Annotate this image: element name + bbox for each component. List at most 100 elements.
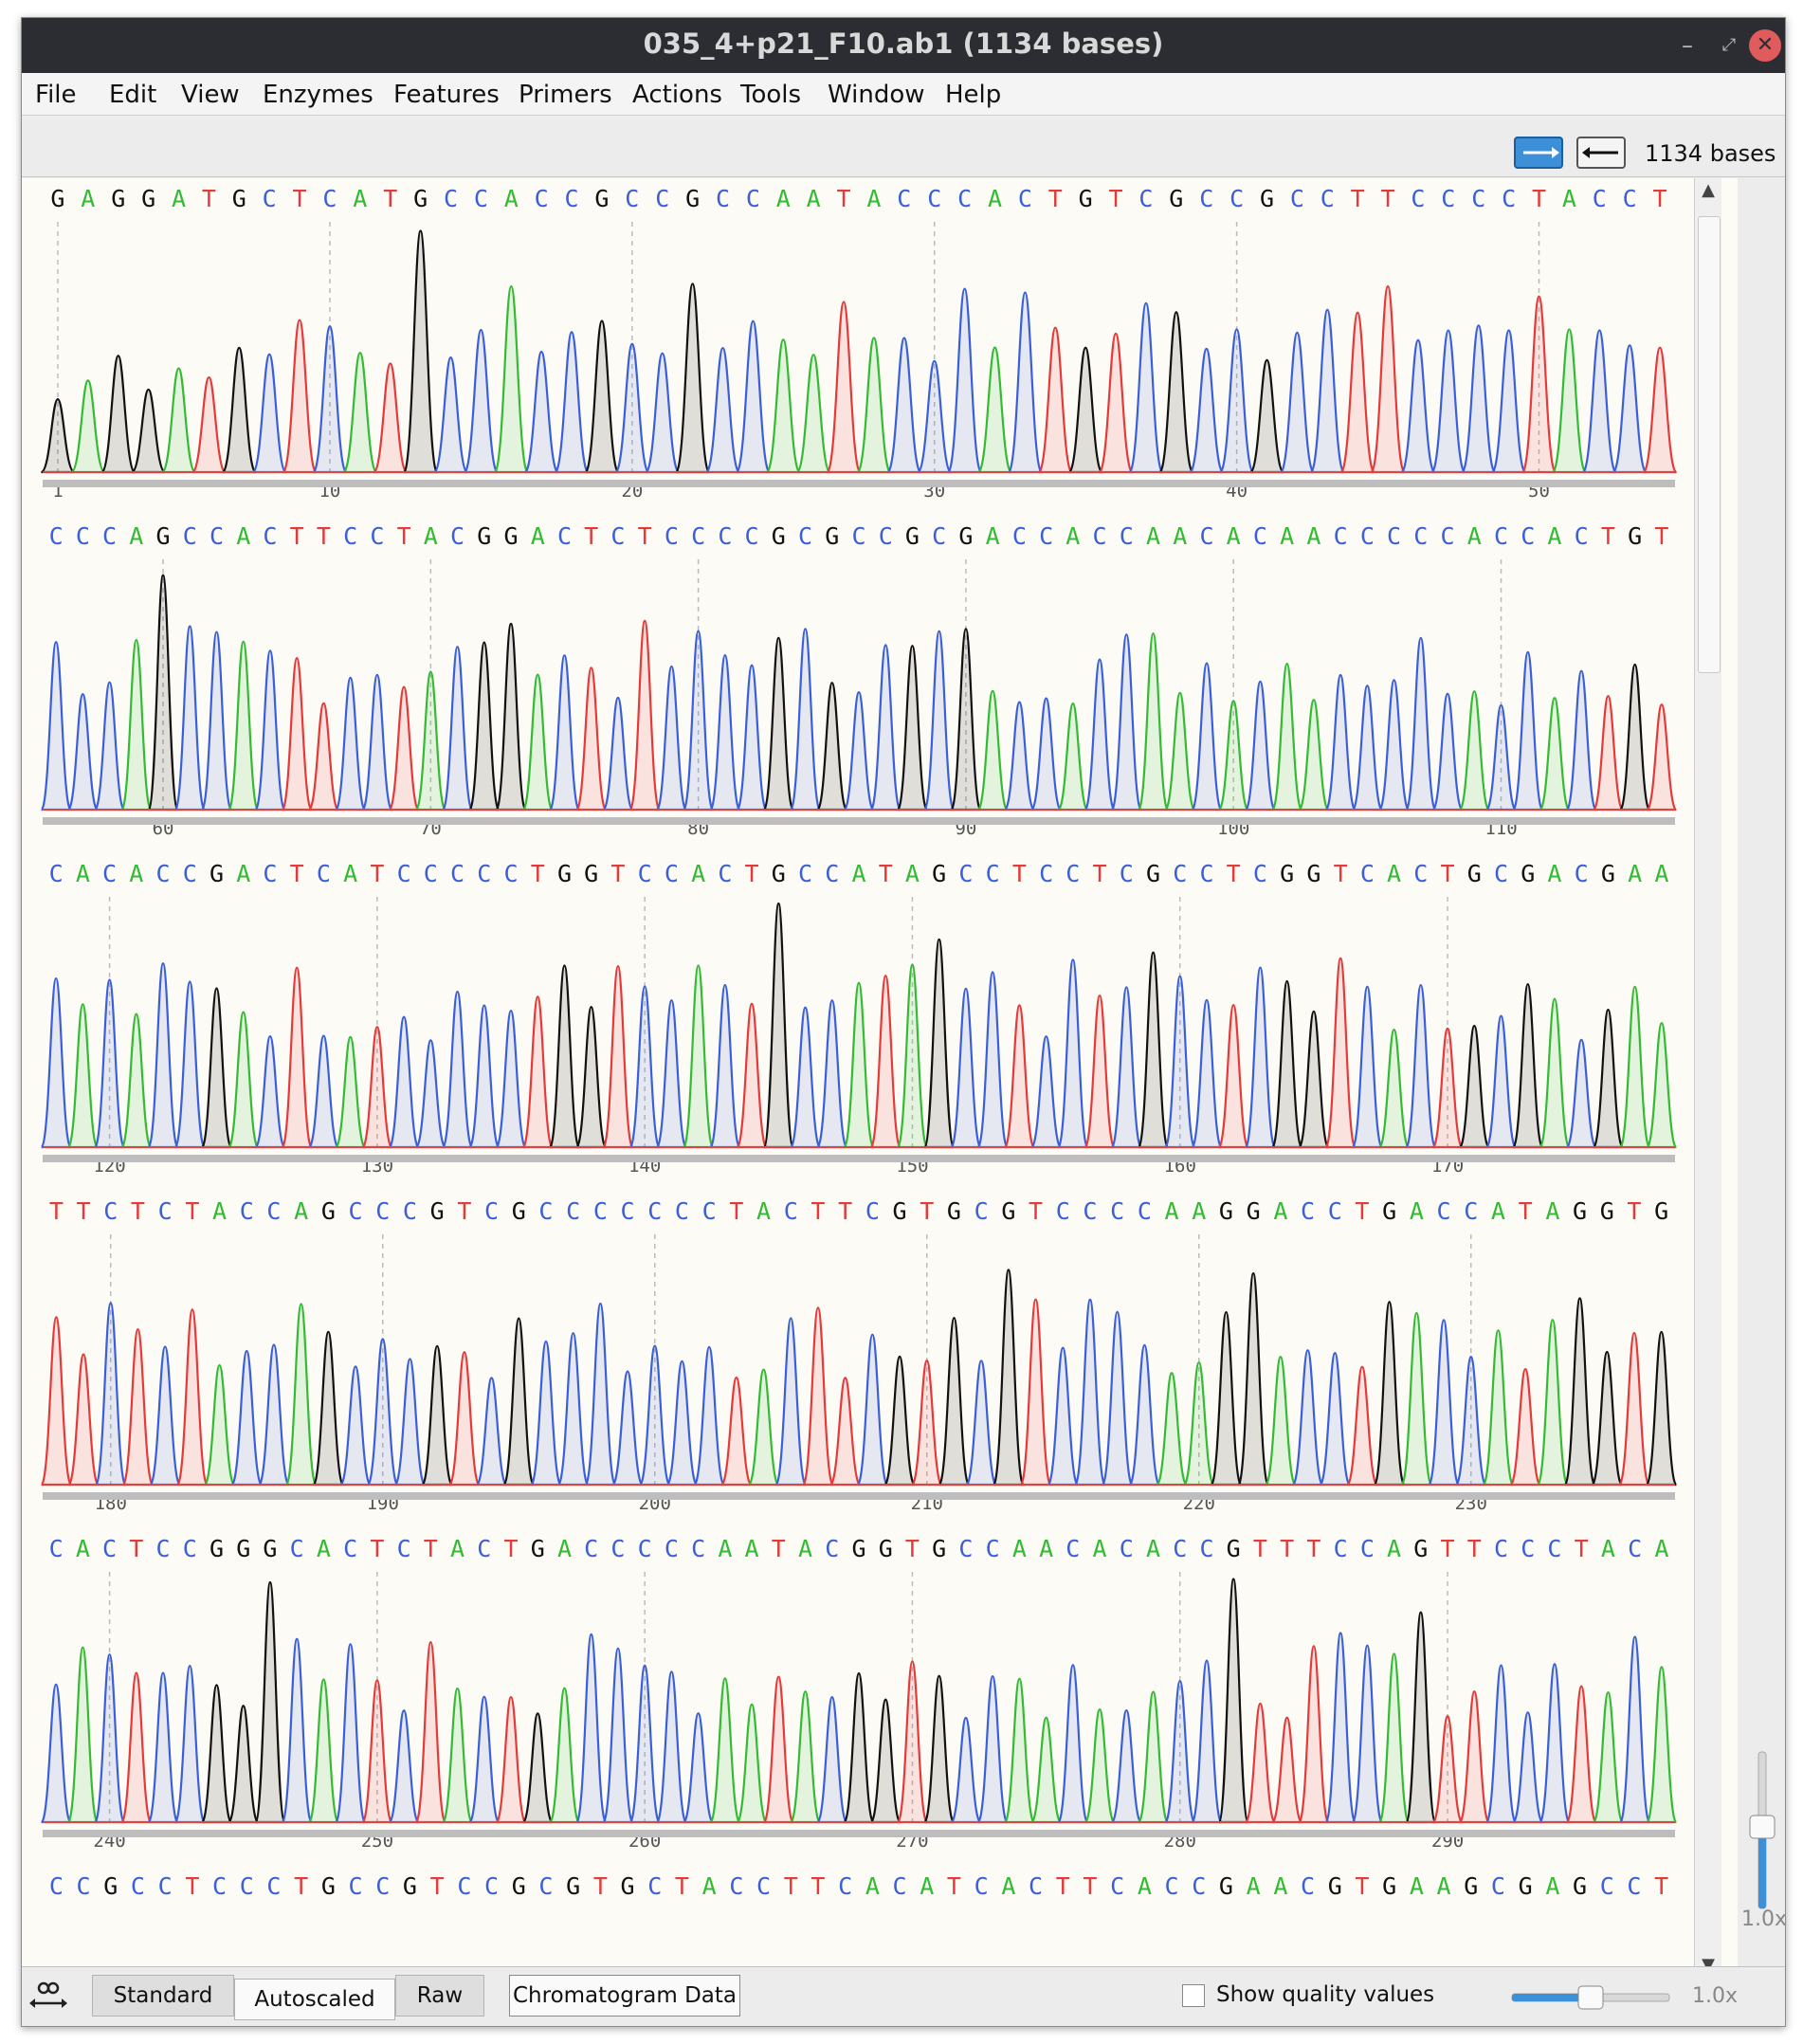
- vertical-zoom-slider[interactable]: [1738, 178, 1785, 1980]
- peak-trace: [342, 352, 378, 474]
- base-call: T: [185, 1872, 199, 1900]
- peak-trace: [614, 342, 650, 474]
- base-call: G: [430, 1197, 445, 1225]
- peak-trace: [917, 359, 953, 474]
- base-call: T: [1048, 185, 1063, 212]
- peak-trace: [665, 1360, 699, 1487]
- row-overview-bar: [43, 817, 1675, 825]
- peak-trace: [655, 665, 687, 812]
- peak-trace: [1324, 1632, 1357, 1824]
- base-call: C: [593, 1197, 608, 1225]
- peak-trace: [1351, 985, 1383, 1149]
- peak-trace: [1351, 684, 1383, 812]
- peak-trace: [495, 622, 527, 812]
- peak-trace: [200, 630, 233, 812]
- peak-trace: [1098, 332, 1134, 474]
- base-call: C: [798, 860, 812, 887]
- peak-trace: [468, 1695, 501, 1824]
- base-call: A: [1467, 522, 1482, 550]
- base-call: A: [745, 1535, 759, 1562]
- peak-trace: [976, 346, 1013, 474]
- vertical-scrollbar[interactable]: ▲ ▼: [1694, 178, 1721, 1980]
- menu-enzymes[interactable]: Enzymes: [263, 81, 373, 109]
- minimize-icon[interactable]: –: [1682, 32, 1693, 59]
- menu-actions[interactable]: Actions: [632, 81, 722, 109]
- menu-window[interactable]: Window: [828, 81, 925, 109]
- scrollbar-thumb[interactable]: [1698, 216, 1721, 673]
- menu-file[interactable]: File: [35, 81, 77, 109]
- peak-trace: [521, 673, 554, 812]
- base-call: G: [1413, 1535, 1428, 1562]
- base-call: A: [1273, 1872, 1287, 1900]
- link-arrows-icon[interactable]: [29, 1975, 67, 2017]
- tab-standard[interactable]: Standard: [92, 1975, 234, 2017]
- base-call: G: [111, 185, 125, 212]
- peak-trace: [896, 1660, 929, 1824]
- base-call: C: [1575, 522, 1589, 550]
- chromatogram-data-button[interactable]: Chromatogram Data: [509, 1975, 740, 2017]
- base-call: C: [1301, 1872, 1315, 1900]
- close-icon[interactable]: ✕: [1749, 29, 1781, 62]
- base-call: G: [1654, 1197, 1668, 1225]
- peak-trace: [307, 702, 340, 812]
- forward-strand-button[interactable]: [1514, 137, 1563, 169]
- base-call: C: [691, 1535, 705, 1562]
- peak-trace: [910, 1360, 943, 1487]
- base-call: C: [484, 1872, 499, 1900]
- peak-trace: [339, 1365, 372, 1487]
- peak-trace: [335, 1643, 367, 1824]
- peak-trace: [432, 356, 469, 474]
- base-call: C: [77, 1872, 91, 1900]
- menu-primers[interactable]: Primers: [519, 81, 612, 109]
- menu-edit[interactable]: Edit: [109, 81, 157, 109]
- base-call: C: [621, 1197, 635, 1225]
- base-call: G: [584, 860, 598, 887]
- scroll-up-icon[interactable]: ▲: [1702, 180, 1715, 200]
- base-call: G: [905, 522, 920, 550]
- base-call: C: [1253, 522, 1267, 550]
- base-call: C: [957, 185, 972, 212]
- base-call: C: [1120, 522, 1134, 550]
- base-call: C: [397, 860, 411, 887]
- menu-features[interactable]: Features: [393, 81, 500, 109]
- base-call: C: [349, 1197, 363, 1225]
- menu-view[interactable]: View: [181, 81, 240, 109]
- menu-help[interactable]: Help: [945, 81, 1002, 109]
- peak-trace: [1030, 697, 1063, 812]
- base-call: A: [1601, 1535, 1615, 1562]
- base-call: T: [837, 185, 851, 212]
- horizontal-zoom-slider[interactable]: [1510, 1980, 1681, 2015]
- peak-trace: [173, 980, 206, 1149]
- peak-trace: [254, 649, 286, 812]
- base-call: T: [810, 1197, 825, 1225]
- quality-values-checkbox[interactable]: [1182, 1984, 1205, 2007]
- base-call: T: [1653, 185, 1667, 212]
- peak-trace: [774, 1317, 808, 1487]
- tab-autoscaled[interactable]: Autoscaled: [234, 1979, 395, 2020]
- reverse-strand-button[interactable]: [1576, 137, 1626, 169]
- menu-tools[interactable]: Tools: [740, 81, 802, 109]
- base-call: C: [716, 185, 730, 212]
- peak-trace: [1539, 997, 1571, 1149]
- base-call: G: [1247, 1197, 1261, 1225]
- peak-trace: [1067, 346, 1103, 474]
- peak-trace: [1110, 633, 1142, 812]
- peak-trace: [1191, 662, 1223, 812]
- peak-trace: [976, 971, 1009, 1149]
- base-call: A: [424, 522, 438, 550]
- peak-trace: [1512, 982, 1544, 1149]
- base-call: A: [1039, 1535, 1053, 1562]
- maximize-icon[interactable]: ⤢: [1721, 35, 1737, 55]
- tab-raw[interactable]: Raw: [395, 1975, 484, 2017]
- base-call: C: [158, 1197, 173, 1225]
- base-call: A: [865, 1872, 880, 1900]
- peak-trace: [1110, 986, 1142, 1149]
- peak-trace: [414, 670, 446, 812]
- peak-trace: [1339, 311, 1375, 474]
- peak-trace: [950, 987, 982, 1149]
- base-call: C: [1039, 860, 1053, 887]
- base-call: A: [1065, 522, 1080, 550]
